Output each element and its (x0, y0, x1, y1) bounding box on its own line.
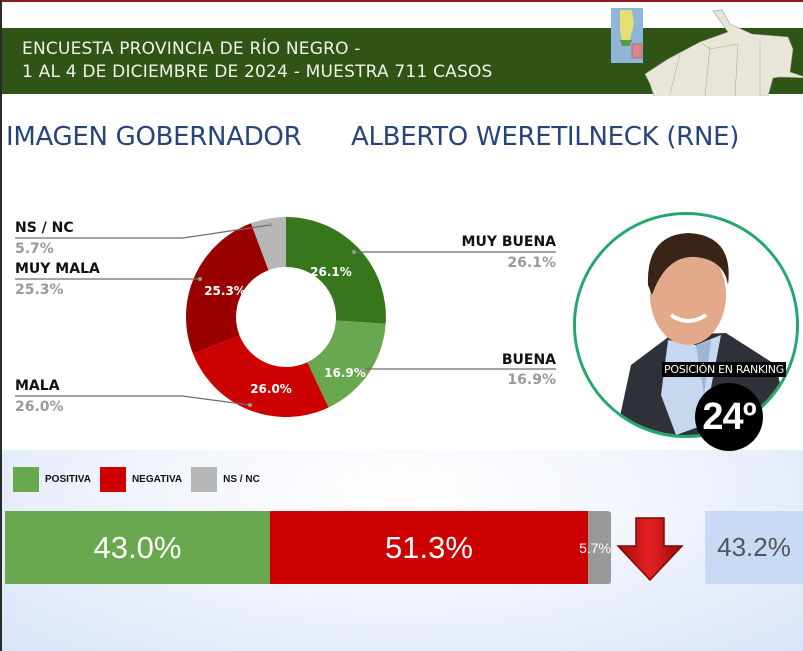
header-title-line1: ENCUESTA PROVINCIA DE RÍO NEGRO - (22, 39, 361, 59)
summary-stacked-bar: 43.0% 51.3% 5.7% (5, 511, 611, 584)
portrait-illustration (576, 215, 796, 435)
slice-mala (193, 335, 329, 417)
legend-item-negativa: NEGATIVA (99, 467, 183, 492)
donut-chart: 26.1% 16.9% 26.0% 25.3% (186, 217, 386, 417)
governor-photo (573, 212, 799, 438)
bar-segment-negativa: 51.3% (270, 511, 588, 584)
value-buena: 16.9% (507, 372, 556, 388)
value-mala: 26.0% (15, 399, 64, 415)
down-arrow-icon (616, 517, 684, 582)
header-title: ENCUESTA PROVINCIA DE RÍO NEGRO - 1 AL 4… (22, 38, 493, 84)
donut-label-mala: 26.0% (250, 382, 292, 396)
donut-label-muy-mala: 25.3% (204, 284, 246, 298)
previous-value-box: 43.2% (705, 511, 803, 584)
legend-swatch-negativa (99, 467, 126, 492)
legend-swatch-ns-nc (191, 467, 218, 492)
subtitle-name: ALBERTO WERETILNECK (RNE) (351, 122, 740, 152)
legend-label: POSITIVA (45, 474, 91, 485)
bar-segment-positiva: 43.0% (5, 511, 270, 584)
label-mala: MALA (15, 378, 60, 394)
label-muy-mala: MUY MALA (15, 261, 100, 277)
legend-label: NS / NC (223, 474, 260, 485)
slice-buena (307, 320, 386, 408)
header-title-line2: 1 AL 4 DE DICIEMBRE DE 2024 - MUESTRA 71… (22, 62, 493, 82)
subtitle-label: IMAGEN GOBERNADOR (6, 122, 302, 152)
label-buena: BUENA (501, 352, 556, 368)
value-ns-nc: 5.7% (15, 241, 54, 257)
rio-negro-map-icon (611, 8, 803, 96)
legend-item-ns-nc: NS / NC (191, 467, 260, 492)
value-muy-mala: 25.3% (15, 282, 64, 298)
ranking-position-badge: 24º (695, 383, 763, 451)
top-rule (0, 0, 803, 2)
slice-muy-buena (286, 217, 386, 324)
legend-swatch-positiva (13, 467, 39, 492)
legend-label: NEGATIVA (131, 474, 183, 485)
slice-muy-mala (186, 223, 269, 354)
ranking-label: POSICIÓN EN RANKING (662, 362, 786, 377)
legend: POSITIVA NEGATIVA NS / NC (13, 467, 269, 492)
donut-label-muy-buena: 26.1% (310, 265, 352, 279)
donut-label-buena: 16.9% (324, 366, 366, 380)
label-muy-buena: MUY BUENA (461, 234, 556, 250)
bar-segment-ns-nc: 5.7% (579, 511, 611, 584)
legend-item-positiva: POSITIVA (13, 467, 91, 492)
label-ns-nc: NS / NC (15, 220, 74, 236)
left-border (0, 0, 2, 651)
value-muy-buena: 26.1% (507, 255, 556, 271)
